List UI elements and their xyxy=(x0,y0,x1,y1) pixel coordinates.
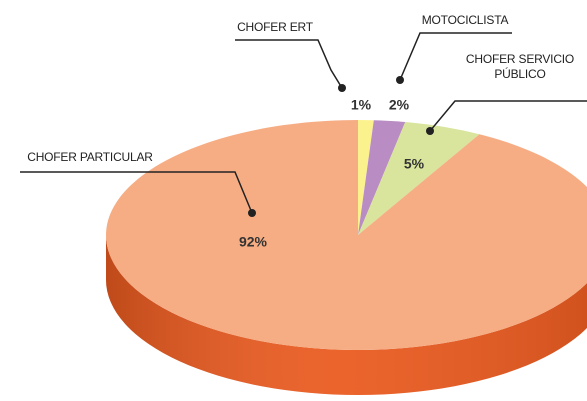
pie-slice xyxy=(358,122,480,235)
category-label: CHOFER PARTICULAR xyxy=(27,150,153,164)
leader-dot xyxy=(338,84,346,92)
leader-dot xyxy=(426,127,434,135)
leader-line xyxy=(235,39,343,89)
pie-slice xyxy=(358,120,406,235)
category-label: CHOFER ERT xyxy=(237,20,313,34)
value-labels: 1% 2% 5% 92% xyxy=(239,97,425,250)
value-label: 2% xyxy=(389,97,410,113)
leader-line xyxy=(20,171,253,214)
leader-dot xyxy=(396,76,404,84)
pie-tops xyxy=(106,120,587,350)
pie-slice xyxy=(106,120,587,350)
value-label: 5% xyxy=(404,156,425,172)
category-label: MOTOCICLISTA xyxy=(421,13,509,27)
side-shade xyxy=(106,235,587,395)
pie-slice xyxy=(358,120,374,235)
value-label: 92% xyxy=(239,234,268,250)
leader-line xyxy=(429,100,587,132)
leader-dot xyxy=(248,209,256,217)
value-label: 1% xyxy=(351,97,372,113)
leader-lines xyxy=(20,32,587,217)
category-label: CHOFER SERVICIO PÚBLICO xyxy=(465,52,575,81)
leader-line xyxy=(399,32,512,81)
pie-sides xyxy=(106,235,587,395)
